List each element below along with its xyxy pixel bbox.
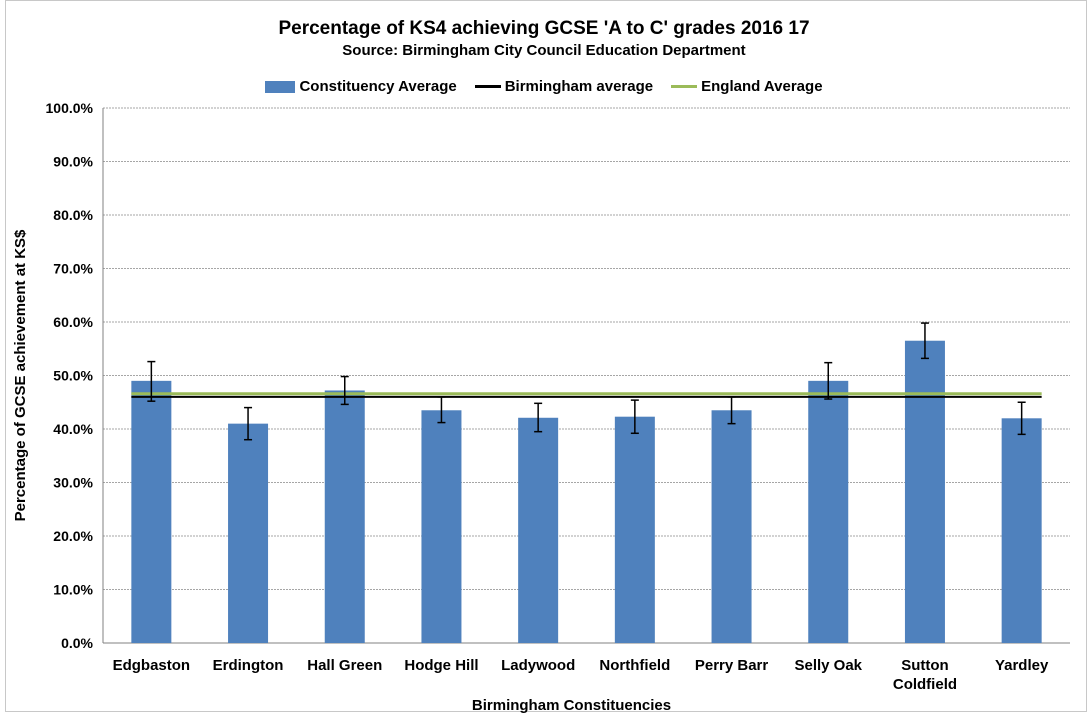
y-tick-label: 20.0%	[53, 528, 93, 544]
legend-label-england: England Average	[701, 78, 823, 95]
legend-item-birmingham: Birmingham average	[474, 78, 654, 95]
bar	[421, 410, 462, 643]
x-tick-label: Yardley	[995, 657, 1049, 674]
legend-swatch-bar	[265, 80, 296, 93]
bar	[228, 423, 269, 643]
bar	[711, 410, 752, 643]
legend-swatch-birmingham-line	[474, 85, 501, 88]
y-tick-label: 100.0%	[46, 100, 94, 116]
y-tick-label: 70.0%	[53, 261, 93, 277]
x-tick-label: Selly Oak	[794, 657, 862, 674]
y-tick-label: 80.0%	[53, 207, 93, 223]
bar	[904, 340, 945, 643]
x-tick-label: Hodge Hill	[404, 657, 478, 674]
x-tick-label: Edgbaston	[113, 657, 191, 674]
x-tick-label: Perry Barr	[695, 657, 769, 674]
legend-item-england: England Average	[671, 78, 823, 95]
bar	[518, 417, 559, 643]
y-tick-label: 0.0%	[61, 635, 93, 651]
y-tick-label: 10.0%	[53, 582, 93, 598]
bar	[808, 380, 849, 643]
y-tick-label: 40.0%	[53, 421, 93, 437]
bar	[324, 390, 365, 643]
x-tick-label: Ladywood	[501, 657, 575, 674]
y-axis-label: Percentage of GCSE achievement at KS$	[12, 229, 29, 521]
y-tick-label: 50.0%	[53, 368, 93, 384]
bar	[1001, 418, 1042, 643]
y-tick-label: 60.0%	[53, 314, 93, 330]
chart-subtitle: Source: Birmingham City Council Educatio…	[342, 42, 746, 59]
legend-label-constituency: Constituency Average	[299, 78, 457, 95]
legend-swatch-england-line	[671, 85, 698, 88]
chart-title: Percentage of KS4 achieving GCSE 'A to C…	[278, 18, 810, 39]
legend-label-birmingham: Birmingham average	[504, 78, 654, 95]
x-tick-label: Hall Green	[307, 657, 382, 674]
x-axis-label: Birmingham Constituencies	[472, 697, 671, 713]
x-tick-label: Sutton Coldfield	[893, 657, 957, 693]
x-tick-label: Erdington	[213, 657, 284, 674]
chart-legend: Constituency Average Birmingham average …	[0, 78, 1088, 95]
y-tick-label: 30.0%	[53, 475, 93, 491]
bar	[131, 380, 172, 643]
legend-item-constituency: Constituency Average	[265, 78, 457, 95]
y-tick-label: 90.0%	[53, 154, 93, 170]
bar	[614, 416, 655, 643]
x-tick-label: Northfield	[599, 657, 670, 674]
